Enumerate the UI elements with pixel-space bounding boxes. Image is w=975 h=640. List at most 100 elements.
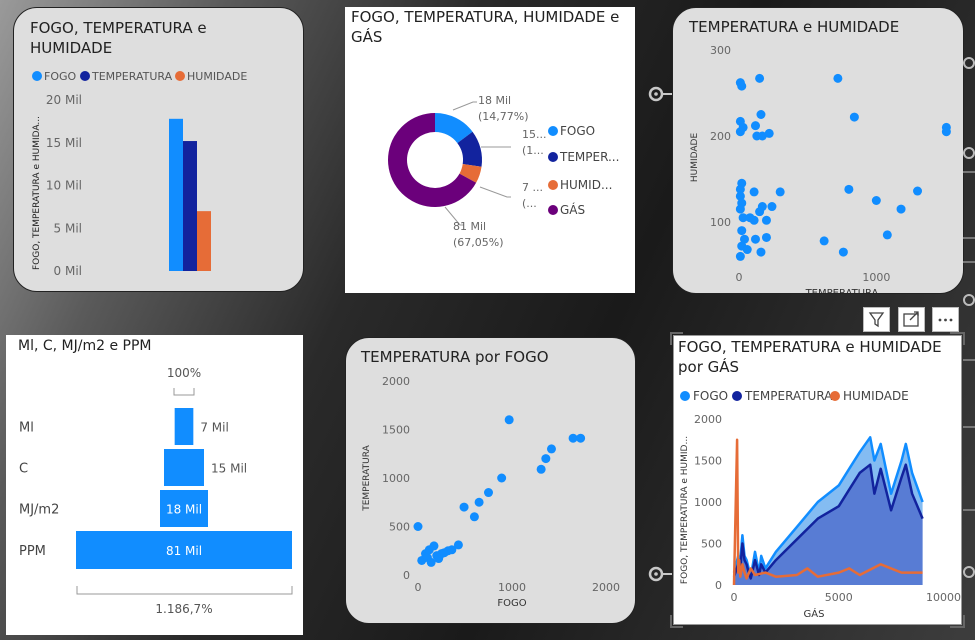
legend-label: FOGO (44, 70, 77, 83)
y-tick-label: 100 (710, 216, 731, 229)
data-point (871, 196, 881, 205)
chart-title: TEMPERATURA e HUMIDADE (689, 18, 900, 36)
chart-title: FOGO, TEMPERATURA e HUMIDADE (30, 19, 207, 57)
filter-icon (868, 312, 885, 328)
legend-label: TEMPERATURA (91, 70, 173, 83)
legend-label: TEMPER... (559, 150, 619, 164)
data-point (738, 213, 748, 223)
more-options-icon (938, 318, 953, 322)
funnel-row-label: Ml (19, 421, 34, 436)
y-axis-label: TEMPERATURA (362, 444, 372, 511)
data-point (742, 245, 752, 255)
bar-chart: FOGO TEMPERATURA HUMIDADE 20 Mil 15 Mil 10 Mi… (32, 70, 247, 278)
card-temp-humidade-scatter[interactable]: TEMPERATURA e HUMIDADE 30020010001000TEM… (672, 7, 964, 294)
data-point (757, 202, 767, 212)
data-point (761, 215, 771, 225)
x-tick-label: 1000 (862, 271, 890, 284)
bar (169, 118, 183, 271)
data-point (447, 545, 457, 555)
data-point (756, 247, 766, 257)
chart-title: Ml, C, MJ/m2 e PPM (18, 338, 152, 354)
data-point (735, 204, 745, 214)
x-tick-label: 1000 (498, 581, 526, 594)
funnel-bar (164, 449, 204, 486)
legend-label: HUMID... (560, 178, 612, 192)
bracket (76, 586, 293, 595)
chart-title: FOGO, TEMPERATURA, HUMIDADE e GÁS (351, 8, 620, 46)
data-point (576, 433, 586, 443)
card-area-por-gas[interactable]: FOGO, TEMPERATURA e HUMIDADE por GÁS FOG… (673, 335, 962, 625)
data-point (882, 230, 892, 240)
y-tick-label: 300 (710, 44, 731, 57)
funnel-bar (76, 531, 292, 569)
data-point (844, 184, 854, 194)
y-axis-label: FOGO, TEMPERATURA e HUMID... (680, 436, 690, 584)
x-tick-label: 5000 (825, 591, 853, 604)
x-tick-label: 2000 (592, 581, 620, 594)
focus-mode-button[interactable] (898, 307, 925, 332)
data-point (429, 541, 439, 551)
data-point (735, 191, 745, 201)
card-donut-gas[interactable]: FOGO, TEMPERATURA, HUMIDADE e GÁS 18 Mil… (345, 7, 635, 293)
data-point (504, 415, 514, 425)
data-label: 15... (522, 128, 547, 141)
y-tick-label: 2000 (694, 413, 722, 426)
funnel-row-label: PPM (19, 544, 46, 559)
leader-line (452, 101, 477, 111)
leader-line (479, 186, 511, 198)
funnel-row-label: C (19, 462, 28, 477)
chart-title: TEMPERATURA por FOGO (361, 348, 549, 366)
data-point (484, 488, 493, 498)
legend-marker (548, 205, 558, 215)
data-point (536, 464, 546, 474)
y-tick-label: 0 (403, 569, 410, 582)
bracket (173, 388, 195, 396)
more-options-button[interactable] (932, 307, 959, 332)
x-tick-label: 10000 (926, 591, 961, 604)
donut-slice (457, 131, 482, 167)
data-point (896, 204, 906, 214)
legend-marker (175, 71, 185, 81)
filter-button[interactable] (863, 307, 890, 332)
data-point (833, 73, 843, 83)
y-tick-label: 1500 (694, 455, 722, 468)
bar (183, 141, 197, 271)
data-point (541, 454, 551, 464)
data-point (737, 81, 747, 91)
legend-marker (732, 391, 742, 401)
legend-marker (80, 71, 90, 81)
legend-marker (548, 180, 558, 190)
data-point (739, 234, 749, 244)
data-point (738, 122, 748, 132)
data-point (756, 110, 766, 119)
bottom-label: 1.186,7% (155, 602, 212, 616)
legend-label: TEMPERATURA (744, 389, 833, 403)
donut-chart: 18 Mil (14,77%) 15... (1... 7 ... (... 81 Mil (… (388, 94, 619, 249)
y-tick-label: 500 (389, 521, 410, 534)
y-tick-label: 1000 (382, 472, 410, 485)
y-tick-label: 20 Mil (46, 93, 82, 107)
donut-slice (435, 113, 473, 144)
y-tick-label: 1000 (694, 496, 722, 509)
focus-mode-icon (903, 311, 919, 327)
card-fogo-temp-humidade[interactable]: FOGO, TEMPERATURA e HUMIDADE FOGO TEMPERA… (13, 7, 304, 292)
data-point (546, 444, 556, 454)
funnel-value-label: 81 Mil (166, 544, 202, 558)
data-point (735, 251, 745, 261)
area-chart: FOGO TEMPERATURA HUMIDADE20001500100050000… (680, 389, 961, 620)
legend-marker (32, 71, 42, 81)
x-axis-label: TEMPERATURA (805, 288, 879, 293)
data-point (849, 112, 859, 122)
data-point (767, 202, 777, 212)
donut-slice (388, 113, 477, 208)
funnel-row-label: MJ/m2 (19, 503, 59, 518)
card-temp-por-fogo[interactable]: TEMPERATURA por FOGO 2000 1500 1000 500 0 0 10… (345, 337, 636, 624)
legend-marker (830, 391, 840, 401)
card-funnel[interactable]: Ml, C, MJ/m2 e PPM 100% Ml 7 Mil C 15 Mil MJ/… (6, 335, 303, 635)
data-point (941, 127, 951, 137)
x-tick-label: 0 (415, 581, 422, 594)
top-label: 100% (167, 366, 201, 380)
legend-marker (680, 391, 690, 401)
data-point (413, 522, 423, 531)
legend-label: FOGO (693, 389, 728, 403)
